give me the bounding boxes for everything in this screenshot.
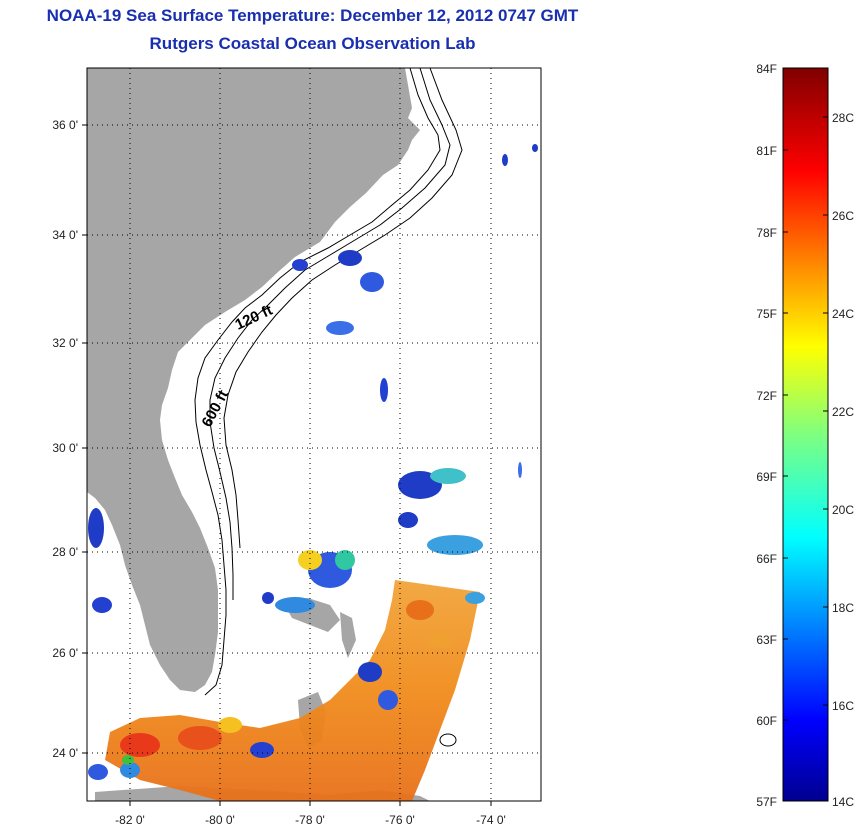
lat-label-32: 32 0' [52,336,78,350]
cbar-f-label-84: 84F [756,62,777,76]
cbar-f-label-69: 69F [756,470,777,484]
cbar-c-label-20: 20C [832,503,854,517]
cbar-f-label-81: 81F [756,144,777,158]
land-mass [87,68,420,692]
cbar-f-label-78: 78F [756,226,777,240]
cbar-c-label-14: 14C [832,795,854,809]
colorbar-f-ticks [783,149,788,721]
lat-label-34: 34 0' [52,228,78,242]
map-subtitle: Rutgers Coastal Ocean Observation Lab [149,34,476,53]
cbar-f-label-72: 72F [756,389,777,403]
lon-label-74: -74 0' [476,813,506,827]
lat-label-30: 30 0' [52,441,78,455]
cbar-f-label-57: 57F [756,795,777,809]
cbar-c-label-26: 26C [832,209,854,223]
colorbar-gradient [782,67,829,802]
bathymetry-contours [194,67,463,696]
cbar-f-label-60: 60F [756,714,777,728]
lon-label-80: -80 0' [205,813,235,827]
cbar-c-label-18: 18C [832,601,854,615]
lon-label-76: -76 0' [385,813,415,827]
map-tick-marks [82,124,492,806]
colorbar-c-ticks [823,116,828,706]
map-border [86,67,542,802]
cbar-f-label-63: 63F [756,633,777,647]
lat-label-26: 26 0' [52,646,78,660]
lon-label-82: -82 0' [115,813,145,827]
lat-label-24: 24 0' [52,746,78,760]
cbar-c-label-16: 16C [832,699,854,713]
cbar-f-label-75: 75F [756,307,777,321]
cbar-f-label-66: 66F [756,552,777,566]
lat-label-36: 36 0' [52,118,78,132]
cbar-c-label-24: 24C [832,307,854,321]
cbar-c-label-28: 28C [832,111,854,125]
map-title: NOAA-19 Sea Surface Temperature: Decembe… [46,6,579,25]
lon-label-78: -78 0' [295,813,325,827]
sst-cloud-patches [88,144,538,780]
lat-label-28: 28 0' [52,545,78,559]
cbar-c-label-22: 22C [832,405,854,419]
graticule [87,68,541,801]
island-eleuthera [340,612,356,658]
